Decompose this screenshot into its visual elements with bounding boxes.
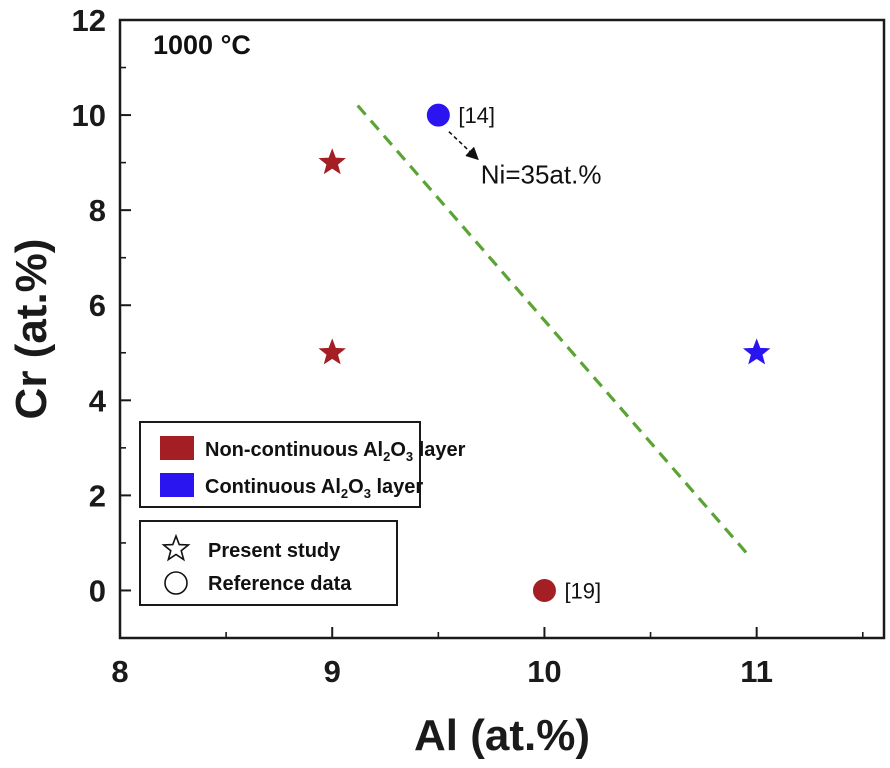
star-point	[318, 338, 346, 365]
y-tick-label: 2	[89, 478, 106, 513]
x-tick-label: 8	[111, 654, 128, 689]
legend-circle-icon	[164, 571, 188, 595]
x-tick-label: 9	[324, 654, 341, 689]
plot-frame	[118, 18, 886, 640]
y-tick-label: 6	[89, 288, 106, 323]
star-point	[742, 338, 771, 365]
legend-entry-present-study: Present study	[208, 540, 341, 562]
y-axis-ticks: 0 2 4 6 8 10 12	[72, 3, 131, 608]
legend-entry-continuous: Continuous Al2O3 layer	[205, 476, 423, 501]
legend-marker: Present study Reference data	[139, 520, 398, 606]
y-tick-label: 0	[89, 573, 106, 608]
legend-entry-non-continuous: Non-continuous Al2O3 layer	[205, 439, 466, 464]
point-label: [14]	[458, 103, 495, 128]
legend-color: Non-continuous Al2O3 layer Continuous Al…	[139, 421, 466, 508]
x-tick-label: 11	[740, 654, 773, 689]
annotation-text: Ni=35at.%	[481, 160, 602, 190]
annotation-arrow	[448, 131, 479, 161]
panel-label: 1000 °C	[153, 30, 251, 60]
x-tick-label: 10	[527, 654, 561, 689]
star-point	[318, 148, 346, 175]
legend-entry-reference-data: Reference data	[208, 573, 352, 595]
data-points: [14] [19]	[318, 103, 771, 603]
legend-star-icon	[161, 533, 191, 562]
x-axis-ticks: 8 9 10 11	[111, 627, 864, 689]
y-tick-label: 8	[89, 193, 106, 228]
circle-point	[426, 103, 450, 127]
circle-point	[532, 578, 556, 602]
y-axis-title: Cr (at.%)	[7, 239, 56, 420]
x-axis-title: Al (at.%)	[414, 711, 590, 760]
y-tick-label: 4	[89, 383, 107, 418]
legend-swatch-non-continuous	[160, 436, 194, 460]
legend-swatch-continuous	[160, 473, 194, 497]
y-tick-label: 12	[72, 3, 106, 38]
point-label: [19]	[564, 578, 601, 603]
y-tick-label: 10	[72, 98, 106, 133]
